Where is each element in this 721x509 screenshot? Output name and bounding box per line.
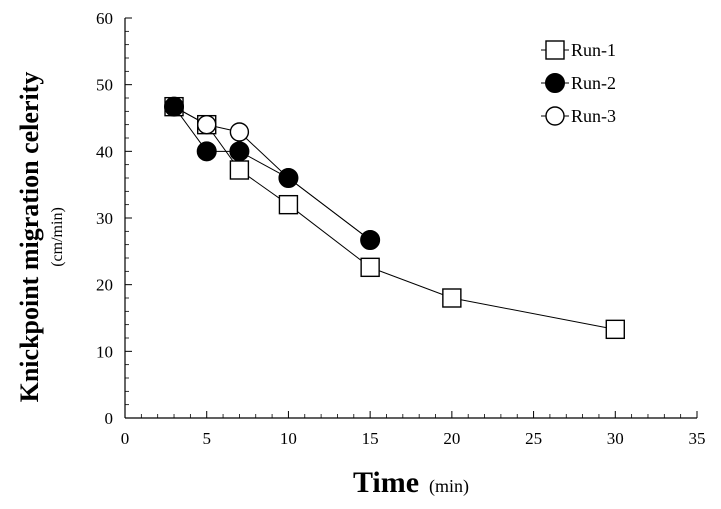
legend-label: Run-2: [571, 73, 616, 93]
legend-marker-run-1: [545, 40, 565, 60]
data-point-run-1: [360, 257, 380, 278]
x-tick-label: 25: [525, 429, 542, 448]
data-point-run-1: [229, 160, 250, 180]
x-tick-label: 35: [689, 429, 706, 448]
y-tick-label: 20: [96, 276, 113, 295]
data-point-run-1: [442, 288, 462, 308]
data-point-run-2: [360, 230, 381, 250]
x-axis-label: Time: [353, 466, 419, 499]
x-axis-title: Time (min): [353, 466, 469, 499]
legend-marker-run-2: [545, 73, 565, 93]
x-tick-label: 20: [443, 429, 460, 448]
data-point-run-1: [605, 319, 625, 340]
x-tick-label: 5: [202, 429, 211, 448]
y-tick-label: 50: [96, 76, 113, 95]
axes: 0 10 20 30 40 50 60 0 5 10 15 20 25 30 35: [96, 9, 706, 448]
x-tick-label: 30: [607, 429, 624, 448]
y-tick-label: 60: [96, 9, 113, 28]
data-point-run-2: [196, 141, 217, 162]
legend: Run-1 Run-2 Run-3: [541, 40, 616, 126]
x-tick-label: 15: [362, 429, 379, 448]
series-markers: [164, 96, 625, 340]
legend-label: Run-3: [571, 106, 616, 126]
x-tick-label: 0: [121, 429, 130, 448]
legend-marker-run-3: [545, 106, 565, 126]
y-tick-label: 30: [96, 209, 113, 228]
x-axis-unit: (min): [429, 476, 469, 497]
data-point-run-2: [278, 168, 299, 188]
data-point-run-3: [229, 122, 250, 142]
x-tick-label: 10: [280, 429, 297, 448]
y-axis-unit: (cm/min): [49, 207, 66, 267]
y-tick-label: 10: [96, 342, 113, 361]
data-point-run-2: [164, 96, 185, 117]
legend-label: Run-1: [571, 40, 616, 60]
data-point-run-1: [278, 194, 299, 215]
y-tick-label: 40: [96, 142, 113, 161]
data-point-run-2: [229, 141, 250, 162]
y-axis-label: Knickpoint migration celerity: [15, 72, 44, 403]
y-tick-label: 0: [105, 409, 114, 428]
data-point-run-3: [197, 114, 217, 135]
